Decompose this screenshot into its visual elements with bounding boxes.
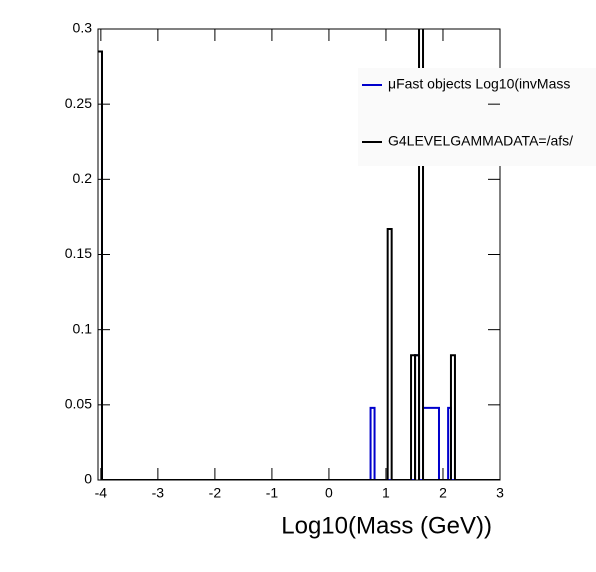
- x-tick-label: -1: [266, 485, 279, 501]
- y-tick-label: 0.3: [73, 20, 93, 36]
- x-tick-label: 1: [382, 485, 390, 501]
- y-tick-label: 0.2: [73, 170, 93, 186]
- y-tick-label: 0: [84, 471, 92, 487]
- y-tick-label: 0.05: [65, 396, 92, 412]
- y-tick-label: 0.1: [73, 320, 93, 336]
- y-tick-label: 0.25: [65, 95, 92, 111]
- x-tick-label: 0: [325, 485, 333, 501]
- x-tick-label: -3: [152, 485, 165, 501]
- histogram-bin: [369, 406, 376, 480]
- x-tick-label: -4: [95, 485, 108, 501]
- y-tick-label: 0.15: [65, 245, 92, 261]
- legend-label: μFast objects Log10(invMass: [388, 76, 570, 92]
- histogram-bin: [449, 354, 456, 480]
- histogram-bin: [98, 50, 103, 480]
- legend-label: G4LEVELGAMMADATA=/afs/: [388, 133, 573, 149]
- x-tick-label: 3: [496, 485, 504, 501]
- histogram: [98, 29, 500, 480]
- x-tick-label: 2: [439, 485, 447, 501]
- histogram-bin: [418, 29, 425, 480]
- histogram-bin: [386, 227, 393, 480]
- legend: [358, 68, 596, 166]
- x-axis-label: Log10(Mass (GeV)): [281, 512, 492, 539]
- x-tick-label: -2: [209, 485, 222, 501]
